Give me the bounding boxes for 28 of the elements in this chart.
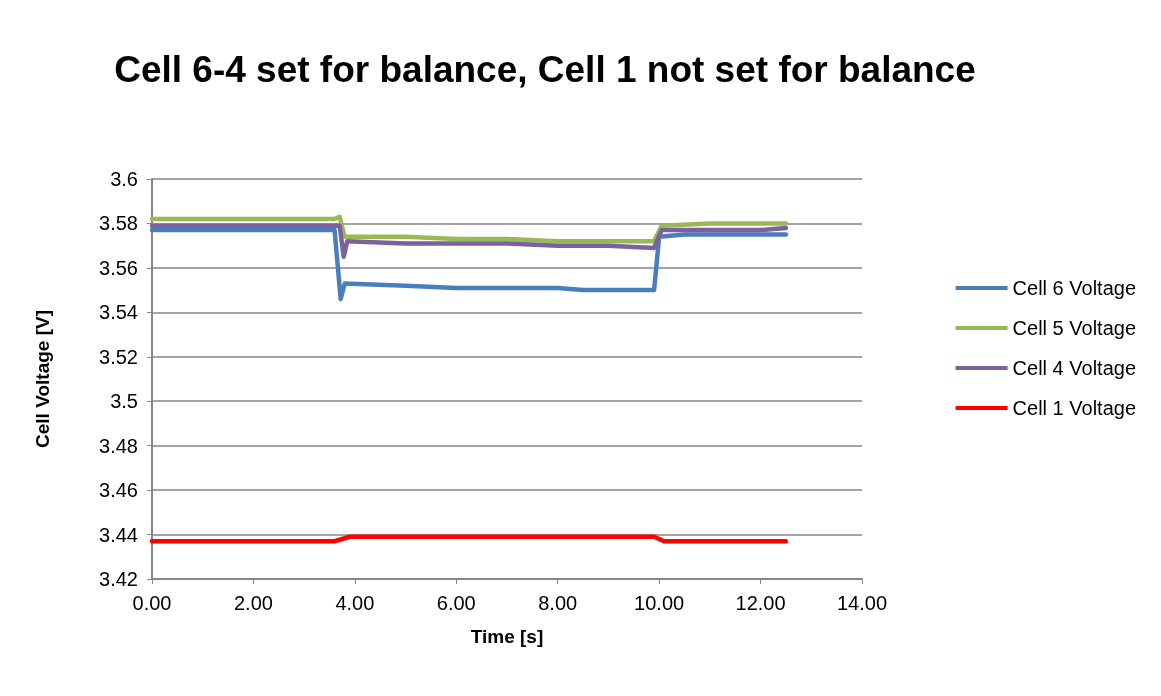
y-tick-label: 3.6 bbox=[110, 168, 138, 190]
line-series bbox=[149, 227, 789, 302]
y-tick-label: 3.48 bbox=[99, 434, 138, 457]
x-tick-label: 4.00 bbox=[335, 592, 375, 614]
line-series bbox=[149, 223, 789, 260]
line-series bbox=[149, 214, 789, 244]
legend-label: Cell 1 Voltage bbox=[1012, 397, 1136, 419]
legend-label: Cell 6 Voltage bbox=[1012, 277, 1136, 299]
y-axis-title: Cell Voltage [V] bbox=[32, 310, 53, 448]
x-tick-label: 14.00 bbox=[836, 592, 888, 614]
y-tick-label: 3.46 bbox=[99, 479, 138, 502]
y-tick-label: 3.52 bbox=[99, 345, 138, 368]
y-tick-label: 3.42 bbox=[99, 568, 138, 590]
y-tick-label: 3.58 bbox=[99, 212, 138, 235]
y-tick-label: 3.56 bbox=[99, 256, 138, 279]
chart-title: Cell 6-4 set for balance, Cell 1 not set for balance bbox=[114, 48, 976, 90]
x-tick-label: 6.00 bbox=[436, 592, 476, 614]
y-tick-label: 3.5 bbox=[110, 390, 138, 413]
legend-label: Cell 5 Voltage bbox=[1012, 317, 1136, 339]
y-tick-label: 3.44 bbox=[99, 523, 138, 546]
x-tick-label: 8.00 bbox=[538, 592, 578, 614]
x-tick-label: 2.00 bbox=[233, 592, 273, 614]
y-tick-label: 3.54 bbox=[99, 301, 138, 324]
legend-label: Cell 4 Voltage bbox=[1012, 357, 1136, 379]
x-tick-label: 0.00 bbox=[132, 592, 172, 614]
x-tick-label: 10.00 bbox=[634, 592, 685, 614]
x-axis-title: Time [s] bbox=[470, 626, 544, 647]
x-tick-label: 12.00 bbox=[735, 592, 786, 614]
